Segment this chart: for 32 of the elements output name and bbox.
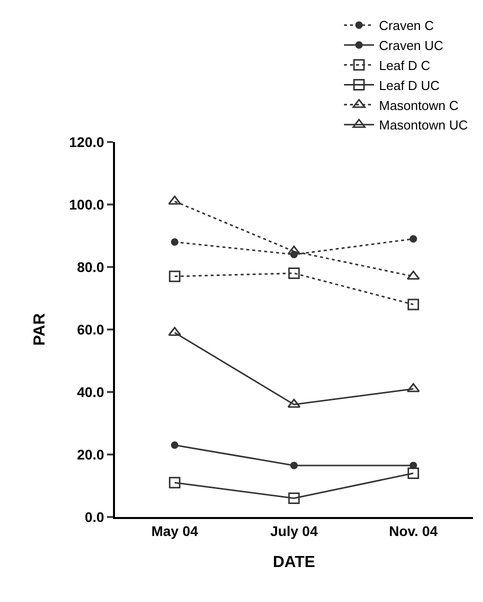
point — [406, 270, 420, 280]
legend-label: Craven C — [379, 18, 434, 34]
x-axis-title: DATE — [272, 554, 316, 571]
legend-label: Leaf D C — [379, 58, 430, 73]
x-tick-label: July 04 — [270, 522, 318, 539]
y-tick-label: 120.0 — [69, 134, 104, 150]
y-tick-label: 0.0 — [84, 508, 104, 525]
point — [408, 298, 420, 310]
point — [168, 196, 182, 205]
y-axis-title: PAR — [32, 312, 49, 346]
point — [408, 468, 420, 479]
point — [170, 441, 178, 449]
point — [170, 238, 178, 246]
y-tick-label: 20.0 — [76, 446, 104, 462]
legend-label: Masontown UC — [379, 118, 468, 133]
point — [288, 268, 300, 279]
legend-label: Leaf D UC — [379, 78, 440, 93]
point — [410, 235, 418, 243]
point — [168, 270, 180, 282]
point — [288, 492, 300, 504]
point — [406, 383, 420, 392]
x-tick-label: Nov. 04 — [388, 522, 438, 539]
legend-label: Masontown C — [379, 98, 458, 113]
y-tick-label: 60.0 — [76, 321, 104, 338]
y-tick-label: 100.0 — [69, 196, 104, 212]
y-tick-label: 80.0 — [76, 258, 104, 275]
point — [168, 476, 180, 488]
legend-label: Craven UC — [379, 38, 444, 54]
y-tick-label: 40.0 — [76, 384, 104, 400]
x-tick-label: May 04 — [151, 522, 198, 539]
point — [168, 326, 182, 336]
point — [290, 462, 298, 470]
